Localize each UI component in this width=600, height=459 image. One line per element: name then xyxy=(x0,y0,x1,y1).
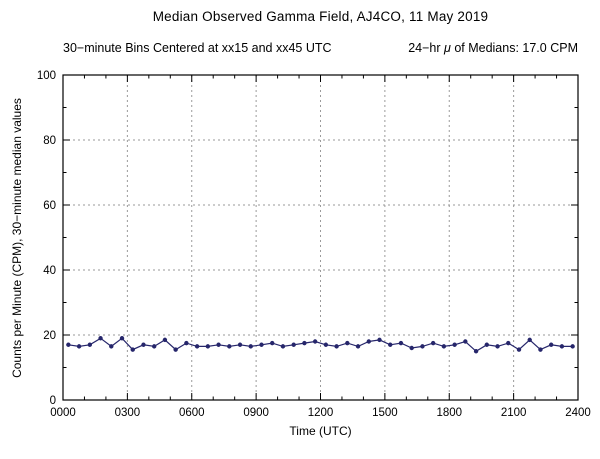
svg-text:60: 60 xyxy=(43,200,56,212)
svg-text:80: 80 xyxy=(43,135,56,147)
svg-text:2400: 2400 xyxy=(565,407,591,419)
x-tick-labels: 0000 0300 0600 0900 1200 1500 1800 2100 2400 xyxy=(50,407,591,419)
svg-text:1800: 1800 xyxy=(436,407,462,419)
chart-subtitle: 30−minute Bins Centered at xx15 and xx45… xyxy=(63,41,578,55)
x-axis-label: Time (UTC) xyxy=(289,424,352,438)
chart-title: Median Observed Gamma Field, AJ4CO, 11 M… xyxy=(152,9,489,24)
y-tick-labels: 0 20 40 60 80 100 xyxy=(37,70,56,407)
axis-ticks xyxy=(62,74,579,401)
svg-text:0: 0 xyxy=(50,395,56,407)
svg-text:1500: 1500 xyxy=(372,407,398,419)
svg-text:0600: 0600 xyxy=(179,407,205,419)
subtitle-bins-note: 30−minute Bins Centered at xx15 and xx45… xyxy=(63,41,332,55)
median-cpm-series-markers xyxy=(66,336,575,354)
svg-text:0300: 0300 xyxy=(115,407,141,419)
svg-text:40: 40 xyxy=(43,265,56,277)
gridlines xyxy=(63,75,578,400)
svg-text:20: 20 xyxy=(43,330,56,342)
svg-text:0900: 0900 xyxy=(243,407,269,419)
svg-text:0000: 0000 xyxy=(50,407,76,419)
subtitle-mean-note: 24−hr μ of Medians: 17.0 CPM xyxy=(408,41,578,55)
mu-symbol: μ xyxy=(443,41,451,55)
svg-text:1200: 1200 xyxy=(308,407,334,419)
svg-text:2100: 2100 xyxy=(501,407,527,419)
svg-text:100: 100 xyxy=(37,70,56,82)
